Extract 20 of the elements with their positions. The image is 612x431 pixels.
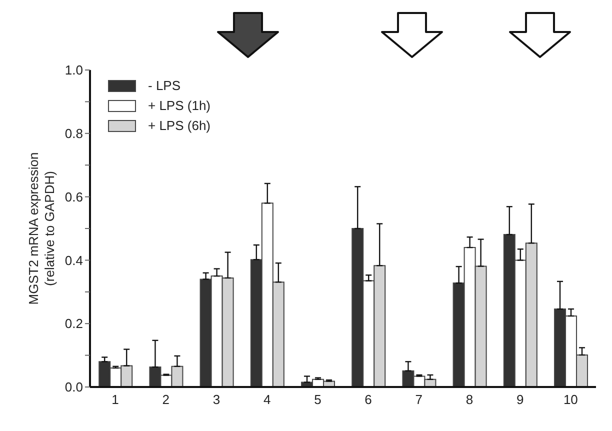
y-tick-label: 0.4 [64,252,83,268]
y-tick-label: 0.0 [64,380,83,395]
legend-label: + LPS (1h) [148,97,211,115]
x-tick-label: 3 [212,392,220,408]
x-tick-label: 10 [563,392,578,408]
y-axis-title: MGST2 mRNA expression (relative to GAPDH) [26,152,57,305]
y-tick-label: 1.0 [64,62,83,78]
legend-label: + LPS (6h) [148,117,211,135]
x-tick-label: 6 [364,392,372,408]
y-tick-label: 0.8 [64,126,83,142]
x-tick-label: 5 [314,392,322,408]
x-tick-label: 9 [516,392,524,408]
x-tick-label: 4 [263,392,271,408]
y-tick-label: 0.6 [64,189,83,204]
x-tick-label: 1 [112,392,119,408]
y-tick-label: 0.2 [64,316,83,332]
x-tick-label: 7 [415,392,423,408]
legend-label: - LPS [148,77,181,95]
x-tick-label: 2 [162,392,170,408]
x-tick-label: 8 [466,392,474,408]
